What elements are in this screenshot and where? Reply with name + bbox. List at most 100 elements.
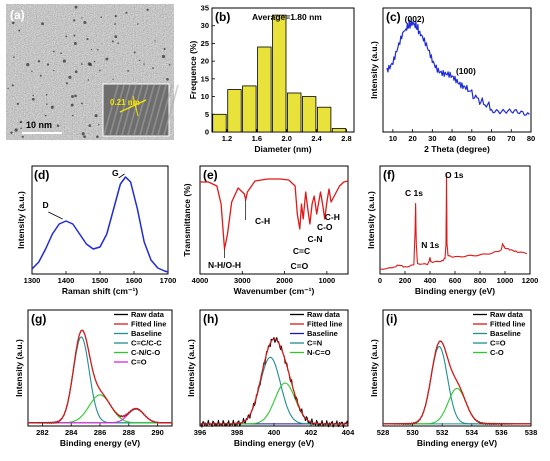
x-axis-label-f: Binding energy (eV)	[415, 286, 495, 296]
tem-dot	[71, 95, 74, 98]
legend-entry: Baseline	[490, 329, 521, 338]
tem-dot	[88, 124, 92, 127]
xrd-peak-label: (100)	[456, 66, 476, 76]
lattice-fringe	[121, 84, 137, 136]
tem-dot	[32, 94, 35, 97]
x-tick-label: 532	[436, 428, 449, 437]
tem-dot	[16, 102, 19, 105]
x-tick-label: 400	[424, 276, 437, 285]
xps-o1s-label: O 1s	[445, 170, 464, 180]
tem-dot	[163, 47, 166, 50]
y-tick-label: 20	[201, 57, 209, 66]
tem-dot	[74, 5, 78, 9]
fitted-line	[383, 340, 531, 425]
tem-dot	[70, 103, 74, 107]
histogram-bar	[227, 89, 242, 133]
lattice-fringe	[151, 84, 167, 136]
tem-dot	[73, 42, 77, 45]
tem-dot	[65, 35, 68, 38]
component-peak-line	[200, 382, 348, 425]
x-axis-label-i: Binding energy (eV)	[417, 438, 497, 448]
tem-dot	[74, 94, 77, 98]
tem-dot	[90, 48, 93, 51]
x-axis-label-c: 2 Theta (degree)	[424, 144, 490, 154]
y-tick-label: 35	[201, 4, 209, 13]
tem-dot	[26, 62, 30, 67]
tem-dot	[11, 21, 15, 25]
lattice-marker	[119, 99, 147, 113]
panel-label-i: (i)	[386, 312, 397, 326]
ftir-annotation: C-N	[307, 234, 322, 244]
panel-e: 4000 3000 2000 1000 Wavenumber (cm⁻¹) Transmi…	[182, 165, 349, 296]
x-tick-label: 528	[377, 428, 390, 437]
panel-b: 1.2 1.6 2.0 2.4 2.8 0 5 10 15 20 25 30 35 Diameter (n…	[188, 4, 355, 154]
raman-series-line	[31, 176, 169, 273]
panel-label-d: (d)	[34, 168, 49, 182]
raw-data-line	[199, 337, 349, 428]
lattice-fringe	[127, 84, 143, 136]
tem-dot	[46, 63, 50, 66]
fitted-line	[28, 329, 172, 424]
y-axis-label-d: Intensity (a.u.)	[16, 191, 26, 249]
y-tick-label: 0	[205, 128, 209, 137]
y-tick-label: 15	[201, 74, 209, 83]
lattice-fringe	[103, 84, 119, 136]
ftir-annotation: C=O	[291, 261, 309, 271]
x-tick-label: 1400	[58, 276, 75, 285]
tem-dot	[46, 103, 48, 105]
tem-dot	[114, 35, 118, 39]
tem-dot	[74, 70, 78, 74]
tem-dot	[136, 23, 139, 25]
x-tick-label: 282	[36, 428, 49, 437]
x-tick-label: 70	[507, 134, 515, 143]
tem-dot	[125, 11, 128, 14]
tem-dot	[168, 63, 171, 66]
panel-g: 282 284 286 288 290 Binding energy (eV) Intens…	[14, 309, 173, 448]
legend-entry: C=N	[307, 339, 322, 348]
component-peak-line	[383, 387, 531, 425]
x-axis-label-b: Diameter (nm)	[254, 144, 311, 154]
x-tick-label: 1000	[497, 276, 514, 285]
x-tick-label: 398	[231, 428, 244, 437]
x-tick-label: 40	[448, 134, 456, 143]
y-tick-label: 5	[205, 110, 209, 119]
y-axis-label-c: Intensity (a.u.)	[369, 41, 379, 99]
plot-frame-d	[31, 165, 169, 275]
y-tick-label: 25	[201, 39, 209, 48]
x-axis-label-g: Binding energy (eV)	[60, 438, 140, 448]
xps-n1s-label: N 1s	[421, 240, 439, 250]
x-tick-label: 80	[527, 134, 535, 143]
tem-dot	[41, 22, 44, 26]
tem-dot	[154, 40, 156, 42]
y-axis-label-g: Intensity (a.u.)	[14, 339, 24, 397]
plot-frame-i	[382, 309, 532, 427]
ftir-annotation: C-H	[325, 212, 340, 222]
tem-dot	[14, 128, 18, 132]
tem-dot	[31, 97, 35, 101]
tem-dot	[94, 114, 98, 118]
x-tick-label: 2.0	[282, 134, 292, 143]
tem-dot	[83, 135, 86, 139]
tem-dot	[56, 124, 60, 128]
tem-dot	[117, 42, 119, 44]
raman-g-label: G	[112, 168, 119, 178]
tem-dot	[81, 132, 85, 136]
tem-dot	[111, 40, 114, 43]
ftir-annotation: N-H/O-H	[208, 260, 241, 270]
x-axis-label-h: Binding energy (eV)	[234, 438, 314, 448]
tem-dot	[13, 16, 15, 18]
tem-dot	[93, 60, 96, 63]
panel-label-a: (a)	[10, 8, 25, 22]
plot-frame-e	[199, 165, 349, 275]
tem-dot	[146, 8, 149, 11]
x-tick-label: 1500	[92, 276, 109, 285]
x-tick-label: 0	[378, 276, 382, 285]
x-tick-label: 1000	[319, 276, 336, 285]
xps-survey-line	[379, 173, 528, 270]
y-axis-label-e: Transmittance (%)	[182, 183, 192, 256]
panel-label-e: (e)	[203, 168, 218, 182]
x-tick-label: 30	[428, 134, 436, 143]
y-tick-label: 30	[201, 21, 209, 30]
histogram-bar	[316, 106, 332, 133]
y-axis-label-b: Frequence (%)	[188, 41, 198, 100]
